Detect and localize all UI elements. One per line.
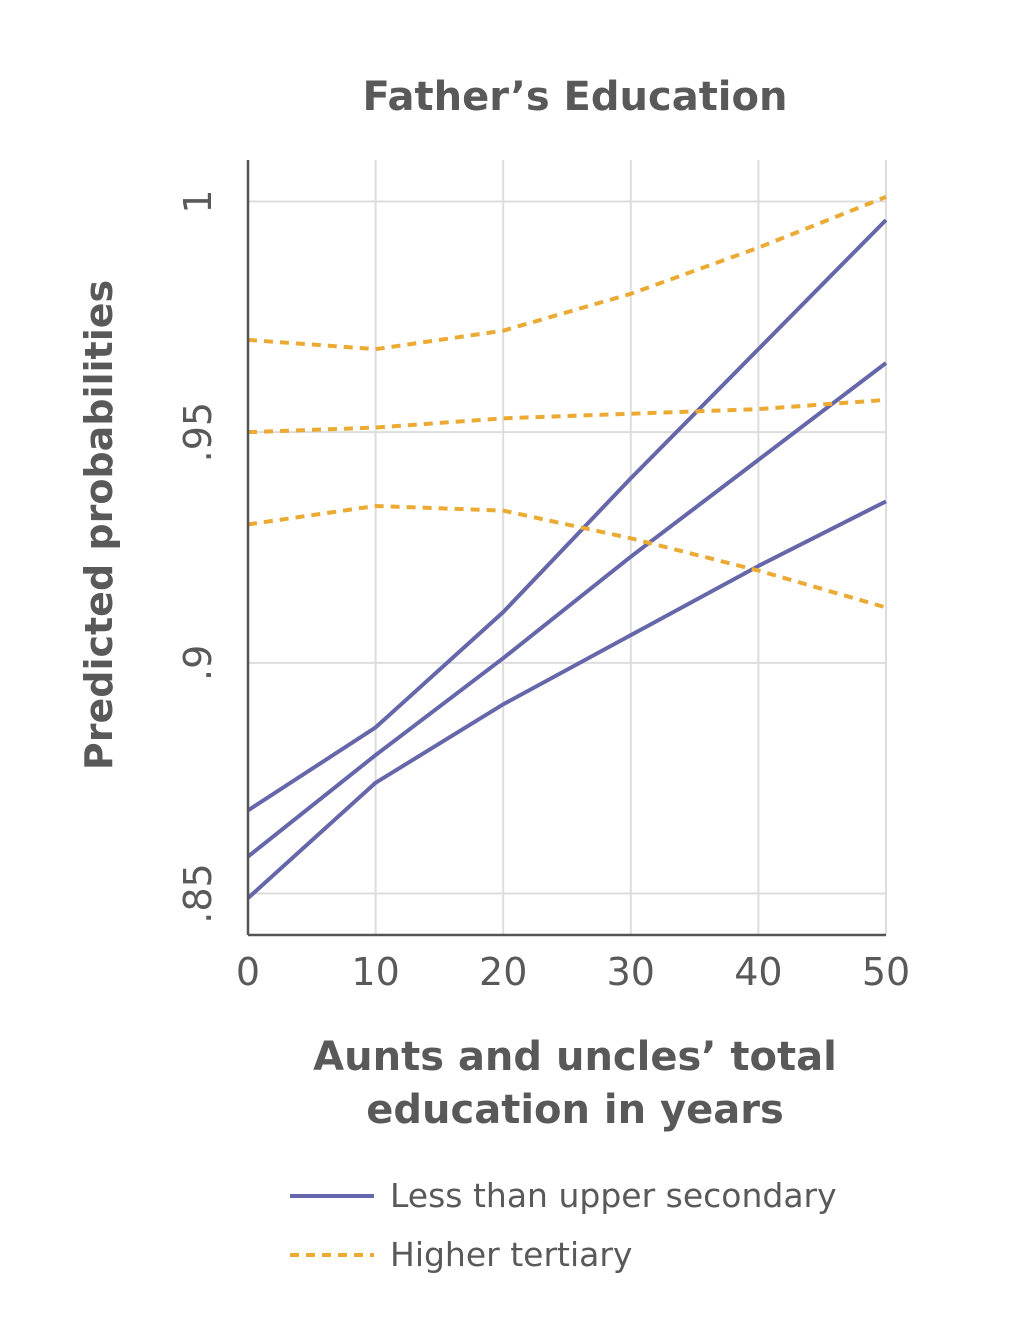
y-tick-label: .9: [176, 645, 220, 681]
x-tick-label: 0: [236, 950, 260, 994]
legend-label-higher-tertiary: Higher tertiary: [390, 1235, 632, 1274]
series-line-higher-tertiary-estimate: [247, 397, 887, 435]
series-line-higher-tertiary-upper: [247, 195, 887, 352]
legend: Less than upper secondary Higher tertiar…: [290, 1176, 837, 1274]
y-tick-label: 1: [176, 189, 220, 213]
axes: [246, 160, 886, 937]
x-axis-title-line-2: education in years: [366, 1087, 784, 1133]
plot-lines: [246, 195, 888, 900]
x-tick-label: 10: [351, 950, 399, 994]
y-tick-label: .85: [176, 863, 220, 923]
grid: [247, 160, 887, 935]
x-tick-label: 30: [607, 950, 655, 994]
y-tick-label: .95: [176, 402, 220, 462]
tick-labels: 0 10 20 30 40 50 .85 .9 .95 1: [176, 189, 910, 994]
series-line-less-than-upper-secondary-lower: [246, 499, 887, 900]
series-line-less-than-upper-secondary-upper: [246, 218, 888, 813]
y-axis-title: Predicted probabilities: [77, 280, 121, 770]
x-tick-label: 40: [734, 950, 782, 994]
series-line-higher-tertiary-lower: [247, 503, 887, 610]
x-tick-label: 50: [862, 950, 910, 994]
series-line-less-than-upper-secondary-estimate: [246, 361, 888, 859]
x-tick-label: 20: [479, 950, 527, 994]
x-axis-title-line-1: Aunts and uncles’ total: [313, 1034, 837, 1080]
chart-title: Father’s Education: [363, 74, 788, 120]
legend-label-less-than-upper-secondary: Less than upper secondary: [390, 1176, 837, 1215]
